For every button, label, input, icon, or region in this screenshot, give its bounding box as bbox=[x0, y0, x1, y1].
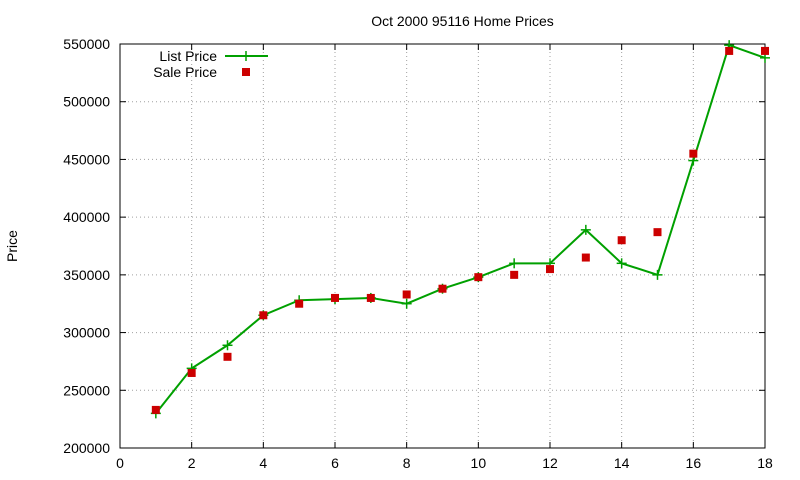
y-tick-label: 250000 bbox=[63, 382, 110, 398]
plot-border bbox=[119, 43, 766, 449]
x-tick-label: 4 bbox=[259, 455, 267, 471]
x-tick-label: 14 bbox=[614, 455, 630, 471]
grid bbox=[120, 44, 765, 448]
chart-marks bbox=[150, 40, 770, 419]
list-price-point bbox=[401, 298, 412, 309]
sale-price-point bbox=[689, 149, 698, 158]
sale-price-point bbox=[295, 299, 304, 308]
x-tick-label: 10 bbox=[471, 455, 487, 471]
sale-price-point bbox=[617, 236, 626, 245]
x-tick-label: 18 bbox=[757, 455, 773, 471]
sale-price-point bbox=[581, 253, 590, 262]
sale-price-point bbox=[546, 265, 554, 274]
sale-price-point bbox=[187, 368, 196, 377]
sale-price-point bbox=[223, 352, 232, 361]
axis-ticks: 0 2 4 6 8 10 12 14 16 18 200000 250000 300000 350000 4… bbox=[63, 36, 773, 471]
sale-price-point bbox=[474, 273, 483, 282]
sale-price-point bbox=[761, 46, 769, 55]
y-tick-label: 200000 bbox=[63, 440, 110, 456]
legend-marker bbox=[242, 68, 250, 76]
legend-marker bbox=[241, 51, 251, 61]
x-tick-label: 6 bbox=[331, 455, 339, 471]
y-tick-label: 500000 bbox=[63, 94, 110, 110]
sale-price-point bbox=[366, 293, 375, 302]
list-price-point bbox=[652, 269, 663, 280]
sale-price-point bbox=[402, 290, 411, 299]
sale-price-point bbox=[259, 311, 268, 320]
chart-title: Oct 2000 95116 Home Prices bbox=[371, 13, 554, 29]
y-tick-label: 300000 bbox=[63, 325, 110, 341]
sale-price-point bbox=[725, 46, 734, 55]
y-tick-label: 450000 bbox=[63, 151, 110, 167]
sale-price-point bbox=[438, 284, 447, 293]
list-price-point bbox=[509, 258, 520, 269]
list-price-point bbox=[616, 258, 627, 269]
sale-price-point bbox=[510, 270, 519, 279]
y-axis-label: Price bbox=[4, 230, 20, 262]
y-tick-label: 400000 bbox=[63, 209, 110, 225]
x-tick-label: 16 bbox=[686, 455, 702, 471]
sale-price-point bbox=[331, 293, 339, 302]
sale-price-point bbox=[653, 228, 662, 237]
list-price-point bbox=[580, 224, 591, 235]
x-tick-label: 0 bbox=[116, 455, 124, 471]
y-tick-label: 350000 bbox=[63, 267, 110, 283]
x-tick-label: 2 bbox=[188, 455, 196, 471]
legend-label: Sale Price bbox=[153, 64, 217, 80]
legend-label: List Price bbox=[159, 48, 217, 64]
list-price-line bbox=[155, 43, 766, 414]
y-tick-label: 550000 bbox=[63, 36, 110, 52]
sale-price-point bbox=[151, 405, 160, 414]
list-price-point bbox=[222, 340, 233, 351]
x-tick-label: 8 bbox=[403, 455, 411, 471]
x-tick-label: 12 bbox=[542, 455, 558, 471]
series-sale-price bbox=[151, 46, 769, 414]
